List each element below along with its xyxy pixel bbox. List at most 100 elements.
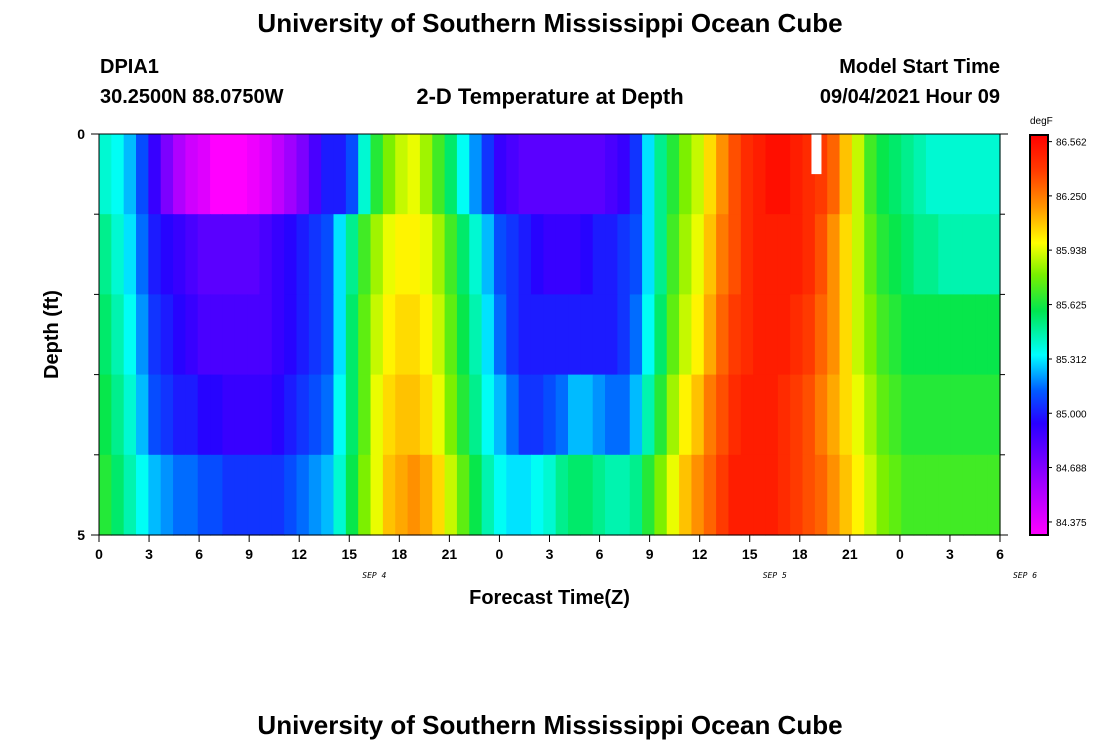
colorbar-tick-label: 85.000	[1056, 409, 1087, 420]
heatmap-cell	[617, 134, 631, 215]
heatmap-cell	[975, 294, 989, 376]
heatmap-cell	[568, 214, 581, 295]
heatmap-cell	[469, 374, 483, 456]
missing-data-gap	[811, 134, 822, 175]
heatmap-cell	[876, 294, 890, 376]
heatmap-cell	[493, 294, 507, 376]
heatmap-cell	[518, 134, 532, 215]
heatmap-cell	[765, 214, 779, 295]
heatmap-cell	[962, 134, 976, 215]
x-tick-label: 21	[442, 546, 458, 562]
heatmap-cell	[111, 454, 125, 536]
heatmap-cell	[234, 134, 248, 215]
heatmap-cell	[642, 134, 656, 215]
heatmap-cell	[197, 134, 211, 215]
x-date-label: SEP 4	[362, 571, 386, 580]
heatmap-cell	[308, 294, 322, 376]
heatmap-cell	[259, 454, 273, 536]
x-tick-label: 3	[546, 546, 554, 562]
heatmap-cell	[123, 454, 137, 536]
heatmap-cell	[321, 214, 335, 295]
heatmap-cell	[975, 454, 989, 536]
footer-title: University of Southern Mississippi Ocean…	[257, 710, 843, 740]
heatmap-cell	[173, 294, 186, 376]
heatmap-cell	[308, 374, 322, 456]
heatmap-cell	[210, 134, 224, 215]
heatmap-cell	[728, 454, 742, 536]
heatmap-cell	[395, 374, 409, 456]
heatmap-cell	[839, 374, 853, 456]
heatmap-cell	[210, 214, 224, 295]
x-date-label: SEP 5	[763, 571, 787, 580]
heatmap-cell	[444, 374, 458, 456]
heatmap-cell	[530, 134, 544, 215]
heatmap-cell	[925, 374, 939, 456]
heatmap-cell	[555, 214, 569, 295]
heatmap-cell	[136, 214, 149, 295]
x-tick-label: 18	[792, 546, 808, 562]
heatmap-cell	[592, 214, 606, 295]
heatmap-cell	[222, 374, 236, 456]
heatmap-cell	[987, 294, 1001, 376]
heatmap-cell	[456, 374, 470, 456]
heatmap-cell	[407, 374, 421, 456]
heatmap-cell	[160, 294, 174, 376]
x-tick-label: 0	[896, 546, 904, 562]
heatmap-cell	[864, 374, 878, 456]
heatmap-cell	[518, 294, 532, 376]
heatmap-cell	[432, 214, 446, 295]
heatmap-cell	[876, 454, 890, 536]
heatmap-cell	[123, 374, 137, 456]
heatmap-cell	[271, 454, 285, 536]
heatmap-cell	[506, 214, 520, 295]
heatmap-cell	[407, 214, 421, 295]
heatmap-cell	[568, 374, 581, 456]
heatmap-cell	[543, 374, 557, 456]
heatmap-cell	[407, 454, 421, 536]
heatmap-cell	[691, 374, 705, 456]
heatmap-cell	[753, 294, 767, 376]
colorbar-tick-label: 86.250	[1056, 192, 1087, 203]
heatmap-cell	[136, 134, 149, 215]
heatmap-cell	[432, 454, 446, 536]
heatmap-cell	[950, 214, 964, 295]
x-tick-label: 12	[291, 546, 307, 562]
x-tick-label: 9	[245, 546, 253, 562]
heatmap-cell	[765, 294, 779, 376]
heatmap-cell	[777, 214, 791, 295]
heatmap-cell	[543, 134, 557, 215]
heatmap-cell	[222, 134, 236, 215]
heatmap-cell	[753, 214, 767, 295]
heatmap-cell	[210, 374, 224, 456]
heatmap-cell	[370, 374, 384, 456]
heatmap-cell	[913, 214, 927, 295]
heatmap-cell	[136, 454, 149, 536]
heatmap-cell	[580, 294, 594, 376]
heatmap-cell	[210, 454, 224, 536]
heatmap-cell	[790, 214, 804, 295]
heatmap-cell	[753, 134, 767, 215]
heatmap-cell	[987, 374, 1001, 456]
heatmap-cell	[938, 214, 952, 295]
heatmap-cell	[814, 214, 828, 295]
heatmap-cell	[728, 214, 742, 295]
heatmap-cell	[629, 294, 643, 376]
heatmap-cell	[123, 134, 137, 215]
heatmap-cell	[333, 294, 347, 376]
model-start-label: Model Start Time	[839, 56, 1000, 78]
heatmap-cell	[864, 454, 878, 536]
heatmap-cell	[679, 294, 693, 376]
heatmap-cell	[777, 294, 791, 376]
heatmap-cell	[407, 294, 421, 376]
heatmap-cell	[679, 134, 693, 215]
heatmap-cell	[382, 454, 396, 536]
heatmap-cell	[580, 214, 594, 295]
heatmap-cell	[259, 374, 273, 456]
heatmap-cell	[358, 374, 372, 456]
heatmap-cell	[506, 454, 520, 536]
heatmap-cell	[432, 134, 446, 215]
heatmap-cell	[802, 294, 816, 376]
heatmap-cell	[864, 134, 878, 215]
heatmap-cell	[938, 374, 952, 456]
heatmap-cell	[111, 134, 125, 215]
